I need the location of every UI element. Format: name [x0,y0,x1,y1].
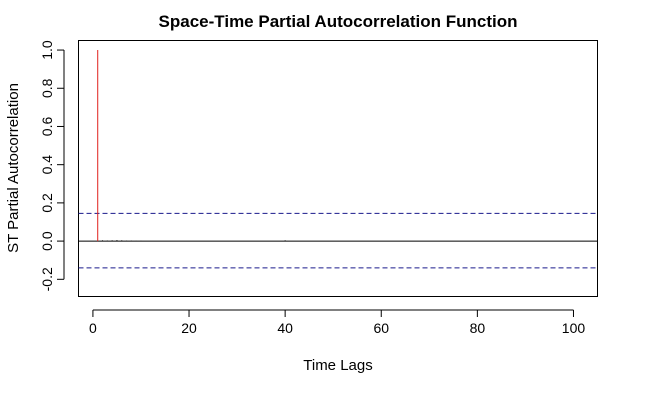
y-tick-label: 0.8 [39,78,55,98]
x-axis-label: Time Lags [303,357,372,374]
y-tick-label: 0.6 [39,117,55,137]
chart-title: Space-Time Partial Autocorrelation Funct… [159,12,518,31]
y-tick-label: 0.0 [39,231,55,251]
confidence-bounds [78,212,598,269]
x-tick-label: 60 [373,320,389,336]
x-axis: 0 20 40 60 80 100 [89,309,586,336]
plot-area [78,40,598,297]
y-tick-label: 1.0 [39,40,55,60]
y-tick-label: 0.4 [39,155,55,175]
y-axis-label: ST Partial Autocorrelation [5,83,22,253]
x-tick-label: 80 [470,320,486,336]
y-axis: -0.2 0.0 0.2 0.4 0.6 0.8 1.0 [39,40,65,291]
lag-bars [97,50,286,242]
x-tick-label: 100 [562,320,586,336]
x-tick-label: 40 [277,320,293,336]
y-tick-label: -0.2 [39,267,55,291]
x-tick-label: 20 [181,320,197,336]
y-tick-label: 0.2 [39,193,55,213]
x-tick-label: 0 [89,320,97,336]
